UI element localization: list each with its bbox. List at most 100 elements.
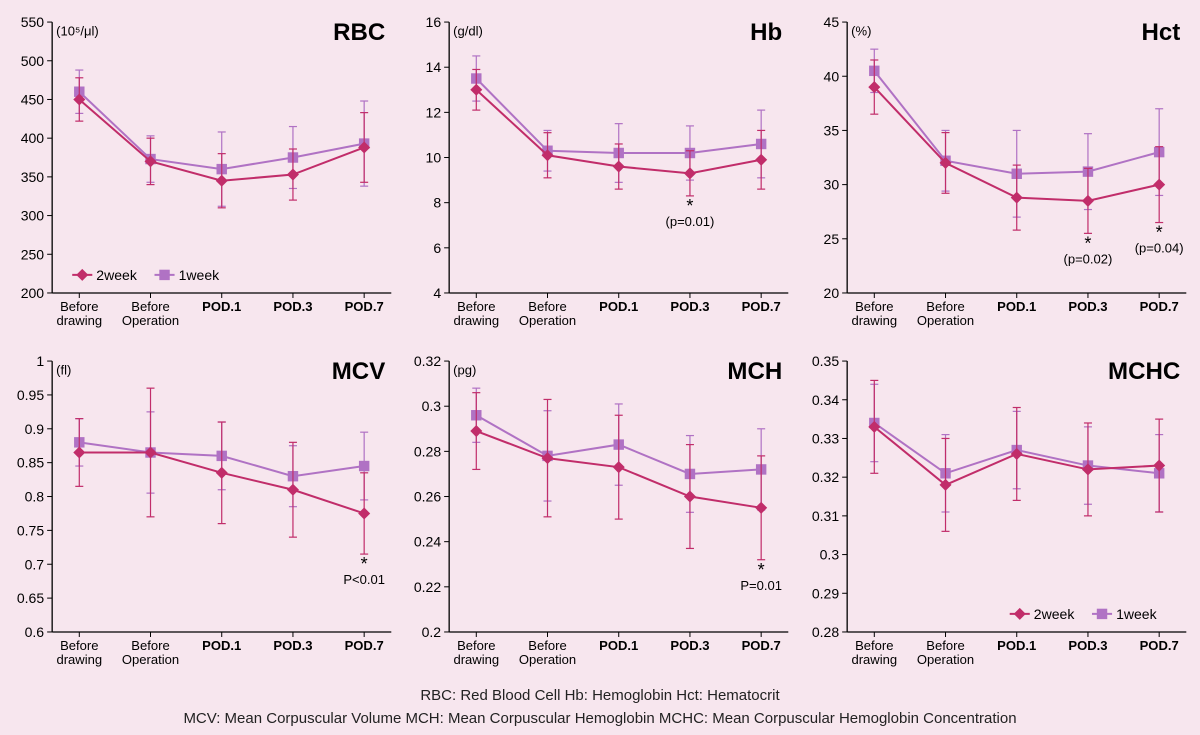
- ytick-label: 16: [426, 14, 442, 30]
- xtick-label: POD.1: [202, 638, 241, 653]
- sig-annot: (p=0.01): [666, 214, 715, 229]
- xtick-label: Operation: [519, 313, 576, 328]
- ytick-label: 0.95: [17, 387, 45, 403]
- unit-label: (10⁵/μl): [56, 24, 99, 39]
- ytick-label: 40: [823, 68, 839, 84]
- xtick-label: Before: [60, 299, 98, 314]
- xtick-label: POD.3: [1068, 299, 1107, 314]
- caption-line-1: RBC: Red Blood Cell Hb: Hemoglobin Hct: …: [12, 686, 1188, 706]
- ytick-label: 0.9: [25, 421, 45, 437]
- xtick-label: POD.7: [742, 638, 781, 653]
- xtick-label: drawing: [56, 313, 102, 328]
- ytick-label: 0.6: [25, 624, 45, 640]
- xtick-label: POD.7: [1139, 638, 1178, 653]
- xtick-label: POD.7: [345, 638, 384, 653]
- ytick-label: 0.28: [811, 624, 839, 640]
- ytick-label: 0.22: [414, 579, 442, 595]
- ytick-label: 0.7: [25, 556, 45, 572]
- xtick-label: POD.7: [742, 299, 781, 314]
- unit-label: (g/dl): [454, 24, 484, 39]
- unit-label: (%): [851, 24, 871, 39]
- panel-mcv: 0.60.650.70.750.80.850.90.951Beforedrawi…: [4, 343, 401, 682]
- xtick-label: Before: [60, 638, 98, 653]
- ytick-label: 450: [21, 91, 45, 107]
- xtick-label: Before: [131, 638, 169, 653]
- ytick-label: 10: [426, 150, 442, 166]
- ytick-label: 0.3: [422, 398, 442, 414]
- xtick-label: POD.3: [671, 299, 710, 314]
- sig-annot: P<0.01: [343, 572, 385, 587]
- chart-title: Hb: [750, 19, 782, 46]
- ytick-label: 0.28: [414, 444, 442, 460]
- chart-title: RBC: [333, 19, 385, 46]
- chart-title: MCV: [332, 358, 386, 385]
- xtick-label: Before: [855, 299, 893, 314]
- ytick-label: 0.29: [811, 585, 839, 601]
- caption-line-2: MCV: Mean Corpuscular Volume MCH: Mean C…: [12, 709, 1188, 729]
- ytick-label: 0.65: [17, 590, 45, 606]
- ytick-label: 0.85: [17, 455, 45, 471]
- ytick-label: 0.26: [414, 489, 442, 505]
- ytick-label: 8: [434, 195, 442, 211]
- ytick-label: 550: [21, 14, 45, 30]
- ytick-label: 0.35: [811, 353, 839, 369]
- xtick-label: POD.3: [1068, 638, 1107, 653]
- xtick-label: Before: [457, 638, 495, 653]
- chart-svg: 0.60.650.70.750.80.850.90.951Beforedrawi…: [4, 343, 401, 682]
- ytick-label: 14: [426, 59, 442, 75]
- chart-svg: 202530354045BeforedrawingBeforeOperation…: [799, 4, 1196, 343]
- panel-hct: 202530354045BeforedrawingBeforeOperation…: [799, 4, 1196, 343]
- xtick-label: POD.7: [1139, 299, 1178, 314]
- ytick-label: 0.32: [414, 353, 442, 369]
- unit-label: (fl): [56, 363, 71, 378]
- ytick-label: 12: [426, 104, 442, 120]
- ytick-label: 1: [36, 353, 44, 369]
- sig-annot: *: [687, 196, 694, 216]
- ytick-label: 30: [823, 177, 839, 193]
- xtick-label: POD.3: [273, 299, 312, 314]
- xtick-label: POD.1: [997, 638, 1036, 653]
- ytick-label: 200: [21, 285, 45, 301]
- ytick-label: 0.34: [811, 392, 839, 408]
- figure-grid: 200250300350400450500550BeforedrawingBef…: [0, 0, 1200, 734]
- ytick-label: 0.8: [25, 489, 45, 505]
- ytick-label: 0.24: [414, 534, 442, 550]
- legend-label: 2week: [96, 267, 138, 283]
- xtick-label: Before: [529, 638, 567, 653]
- xtick-label: drawing: [851, 313, 897, 328]
- panel-mchc: 0.280.290.30.310.320.330.340.35Beforedra…: [799, 343, 1196, 682]
- unit-label: (pg): [454, 363, 477, 378]
- sig-annot: *: [1084, 233, 1091, 253]
- ytick-label: 6: [434, 240, 442, 256]
- ytick-label: 35: [823, 122, 839, 138]
- ytick-label: 400: [21, 130, 45, 146]
- xtick-label: drawing: [454, 313, 500, 328]
- xtick-label: Operation: [519, 652, 576, 667]
- xtick-label: Before: [457, 299, 495, 314]
- xtick-label: POD.3: [273, 638, 312, 653]
- ytick-label: 0.33: [811, 431, 839, 447]
- ytick-label: 20: [823, 285, 839, 301]
- chart-title: MCH: [728, 358, 783, 385]
- sig-annot: (p=0.04): [1134, 241, 1183, 256]
- xtick-label: Operation: [917, 313, 974, 328]
- sig-annot: *: [1155, 223, 1162, 243]
- ytick-label: 25: [823, 231, 839, 247]
- sig-annot: *: [361, 554, 368, 574]
- panel-hb: 46810121416BeforedrawingBeforeOperationP…: [401, 4, 798, 343]
- xtick-label: POD.3: [671, 638, 710, 653]
- ytick-label: 0.3: [819, 547, 839, 563]
- legend-label: 2week: [1033, 606, 1075, 622]
- xtick-label: Before: [131, 299, 169, 314]
- xtick-label: POD.1: [202, 299, 241, 314]
- xtick-label: POD.1: [600, 299, 639, 314]
- figure-caption: RBC: Red Blood Cell Hb: Hemoglobin Hct: …: [4, 682, 1196, 735]
- sig-annot: (p=0.02): [1063, 251, 1112, 266]
- xtick-label: drawing: [56, 652, 102, 667]
- ytick-label: 0.2: [422, 624, 442, 640]
- xtick-label: Before: [926, 638, 964, 653]
- ytick-label: 500: [21, 53, 45, 69]
- chart-svg: 0.20.220.240.260.280.30.32BeforedrawingB…: [401, 343, 798, 682]
- sig-annot: *: [758, 560, 765, 580]
- xtick-label: POD.7: [345, 299, 384, 314]
